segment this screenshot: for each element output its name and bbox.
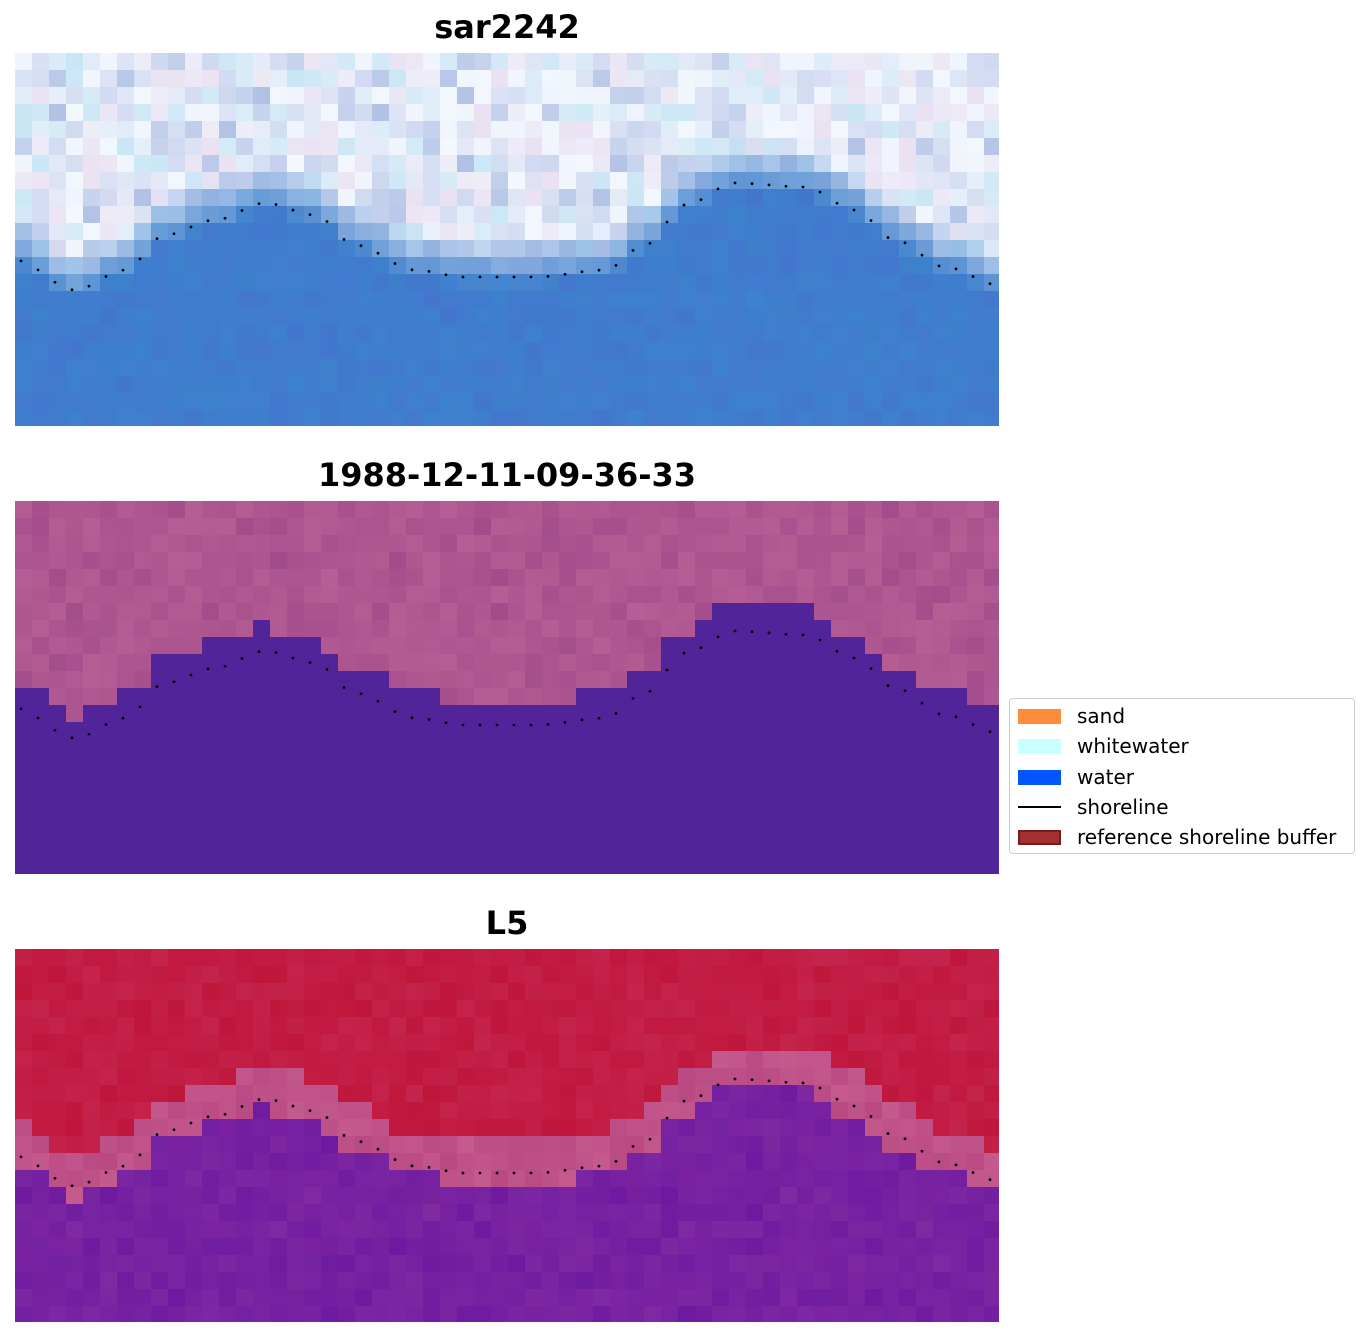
panel-title-classification: 1988-12-11-09-36-33 bbox=[317, 456, 697, 494]
rgb-image-panel bbox=[15, 53, 999, 426]
legend-label: shoreline bbox=[1077, 795, 1169, 819]
shoreline-dots bbox=[19, 1077, 992, 1188]
panel-title-rgb: sar2242 bbox=[434, 8, 580, 46]
index-image-panel bbox=[15, 949, 999, 1322]
legend: sand whitewater water shoreline referenc… bbox=[1009, 698, 1355, 854]
sand-swatch-icon bbox=[1018, 709, 1061, 724]
legend-label: reference shoreline buffer bbox=[1077, 825, 1337, 849]
reference-buffer-swatch-icon bbox=[1018, 830, 1061, 845]
legend-label: water bbox=[1077, 765, 1134, 789]
legend-item-reference-buffer: reference shoreline buffer bbox=[1018, 822, 1354, 852]
classification-image-panel bbox=[15, 501, 999, 874]
shoreline-dots bbox=[19, 181, 992, 292]
shoreline-dots bbox=[19, 629, 992, 740]
whitewater-swatch-icon bbox=[1018, 739, 1061, 754]
legend-item-whitewater: whitewater bbox=[1018, 731, 1354, 761]
legend-item-sand: sand bbox=[1018, 701, 1354, 731]
legend-item-shoreline: shoreline bbox=[1018, 792, 1354, 822]
shoreline-line-icon bbox=[1018, 806, 1061, 808]
legend-item-water: water bbox=[1018, 762, 1354, 792]
legend-label: whitewater bbox=[1077, 734, 1189, 758]
panel-title-index: L5 bbox=[485, 904, 529, 942]
water-swatch-icon bbox=[1018, 770, 1061, 785]
legend-label: sand bbox=[1077, 704, 1126, 728]
